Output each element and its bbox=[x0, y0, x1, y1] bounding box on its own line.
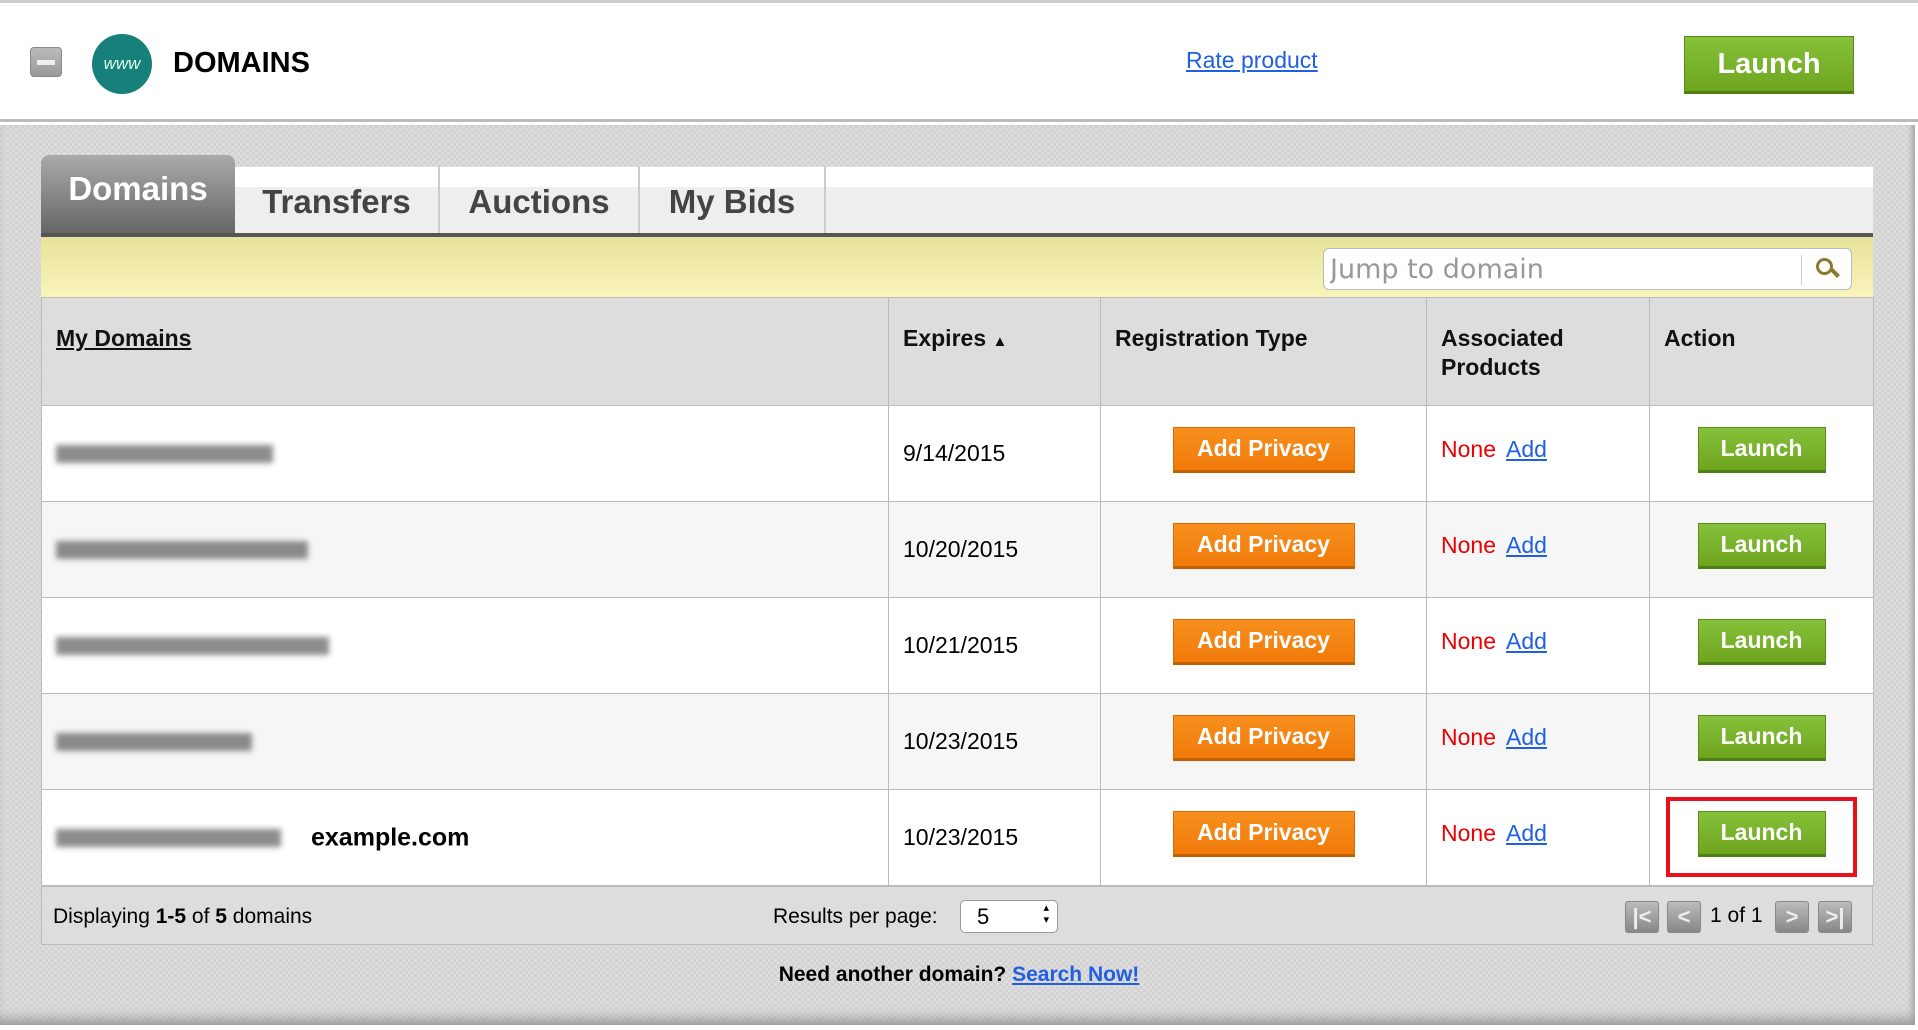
action-cell: Launch bbox=[1649, 693, 1874, 790]
highlight-box bbox=[1666, 797, 1857, 877]
logo-text: www bbox=[103, 54, 141, 73]
launch-button[interactable]: Launch bbox=[1697, 810, 1826, 857]
add-privacy-button[interactable]: Add Privacy bbox=[1172, 618, 1355, 665]
expires-cell: 9/14/2015 bbox=[888, 405, 1101, 502]
www-logo-icon: www bbox=[92, 34, 152, 94]
column-my-domains[interactable]: My Domains bbox=[41, 297, 889, 406]
tab-auctions[interactable]: Auctions bbox=[440, 166, 640, 233]
registration-cell: Add Privacy bbox=[1100, 501, 1427, 598]
products-cell: None Add bbox=[1426, 789, 1650, 886]
search-icon[interactable] bbox=[1801, 255, 1851, 285]
domain-cell bbox=[41, 597, 889, 694]
products-cell: None Add bbox=[1426, 501, 1650, 598]
domain-cell bbox=[41, 405, 889, 502]
domain-note: example.com bbox=[311, 823, 470, 852]
add-product-link[interactable]: Add bbox=[1505, 436, 1547, 462]
domain-cell: example.com bbox=[41, 789, 889, 886]
add-privacy-button[interactable]: Add Privacy bbox=[1172, 522, 1355, 569]
expires-cell: 10/20/2015 bbox=[888, 501, 1101, 598]
tab-my-bids[interactable]: My Bids bbox=[640, 166, 826, 233]
collapse-icon[interactable] bbox=[30, 47, 62, 77]
add-product-link[interactable]: Add bbox=[1505, 628, 1547, 654]
add-privacy-button[interactable]: Add Privacy bbox=[1172, 714, 1355, 761]
products-none: None bbox=[1441, 820, 1496, 846]
launch-button[interactable]: Launch bbox=[1697, 426, 1826, 473]
sort-ascending-icon: ▲ bbox=[992, 333, 1008, 350]
table-row: 10/21/2015 Add Privacy None Add Launch bbox=[41, 597, 1874, 694]
table-row: 10/23/2015 Add Privacy None Add Launch bbox=[41, 693, 1874, 790]
need-another-domain: Need another domain? Search Now! bbox=[0, 963, 1918, 987]
column-registration-type: Registration Type bbox=[1100, 297, 1427, 406]
action-cell: Launch bbox=[1649, 405, 1874, 502]
registration-cell: Add Privacy bbox=[1100, 693, 1427, 790]
jump-to-domain-input[interactable] bbox=[1330, 253, 1790, 285]
products-cell: None Add bbox=[1426, 693, 1650, 790]
action-cell: Launch bbox=[1649, 789, 1874, 886]
products-none: None bbox=[1441, 628, 1496, 654]
registration-cell: Add Privacy bbox=[1100, 789, 1427, 886]
page-title: DOMAINS bbox=[173, 47, 310, 79]
products-none: None bbox=[1441, 532, 1496, 558]
jump-to-domain bbox=[1323, 248, 1852, 290]
prev-page-button[interactable]: < bbox=[1667, 901, 1701, 933]
column-associated-products: Associated Products bbox=[1426, 297, 1650, 406]
my-domains-sort-link[interactable]: My Domains bbox=[56, 325, 192, 351]
launch-button-header[interactable]: Launch bbox=[1684, 36, 1854, 94]
redacted-domain[interactable] bbox=[56, 828, 281, 847]
top-border bbox=[0, 0, 1918, 3]
rate-product-link[interactable]: Rate product bbox=[1186, 47, 1318, 73]
action-cell: Launch bbox=[1649, 597, 1874, 694]
table-row: 10/20/2015 Add Privacy None Add Launch bbox=[41, 501, 1874, 598]
domains-table: My Domains Expires ▲ Registration Type A… bbox=[41, 297, 1874, 886]
results-per-page-label: Results per page: bbox=[773, 905, 938, 928]
redacted-domain[interactable] bbox=[56, 444, 273, 463]
launch-button[interactable]: Launch bbox=[1697, 522, 1826, 569]
tab-strip bbox=[41, 166, 1873, 233]
expires-label: Expires bbox=[903, 325, 987, 351]
registration-cell: Add Privacy bbox=[1100, 597, 1427, 694]
page-info: 1 of 1 bbox=[1710, 904, 1763, 927]
need-another-text: Need another domain? bbox=[778, 963, 1007, 986]
products-cell: None Add bbox=[1426, 597, 1650, 694]
first-page-button[interactable]: |< bbox=[1625, 901, 1659, 933]
add-product-link[interactable]: Add bbox=[1505, 820, 1547, 846]
expires-cell: 10/23/2015 bbox=[888, 789, 1101, 886]
launch-button[interactable]: Launch bbox=[1697, 714, 1826, 761]
products-none: None bbox=[1441, 436, 1496, 462]
last-page-button[interactable]: >| bbox=[1818, 901, 1852, 933]
action-cell: Launch bbox=[1649, 501, 1874, 598]
add-privacy-button[interactable]: Add Privacy bbox=[1172, 426, 1355, 473]
redacted-domain[interactable] bbox=[56, 732, 252, 751]
tab-transfers[interactable]: Transfers bbox=[235, 166, 440, 233]
registration-cell: Add Privacy bbox=[1100, 405, 1427, 502]
next-page-button[interactable]: > bbox=[1775, 901, 1809, 933]
expires-cell: 10/23/2015 bbox=[888, 693, 1101, 790]
results-per-page-select[interactable]: 5 bbox=[960, 900, 1058, 933]
table-row: example.com 10/23/2015 Add Privacy None A… bbox=[41, 789, 1874, 886]
redacted-domain[interactable] bbox=[56, 540, 308, 559]
products-none: None bbox=[1441, 724, 1496, 750]
table-footer: Displaying 1-5 of 5 domains Results per … bbox=[41, 886, 1873, 945]
domain-cell bbox=[41, 693, 889, 790]
column-expires[interactable]: Expires ▲ bbox=[888, 297, 1101, 406]
expires-cell: 10/21/2015 bbox=[888, 597, 1101, 694]
domain-cell bbox=[41, 501, 889, 598]
column-action: Action bbox=[1649, 297, 1874, 406]
add-privacy-button[interactable]: Add Privacy bbox=[1172, 810, 1355, 857]
tab-divider bbox=[41, 233, 1873, 237]
tab-domains[interactable]: Domains bbox=[41, 155, 235, 233]
products-cell: None Add bbox=[1426, 405, 1650, 502]
launch-button[interactable]: Launch bbox=[1697, 618, 1826, 665]
add-product-link[interactable]: Add bbox=[1505, 724, 1547, 750]
add-product-link[interactable]: Add bbox=[1505, 532, 1547, 558]
displaying-count: Displaying 1-5 of 5 domains bbox=[53, 905, 313, 928]
redacted-domain[interactable] bbox=[56, 636, 329, 655]
header bbox=[0, 3, 1918, 122]
table-row: 9/14/2015 Add Privacy None Add Launch bbox=[41, 405, 1874, 502]
search-now-link[interactable]: Search Now! bbox=[1012, 963, 1140, 986]
